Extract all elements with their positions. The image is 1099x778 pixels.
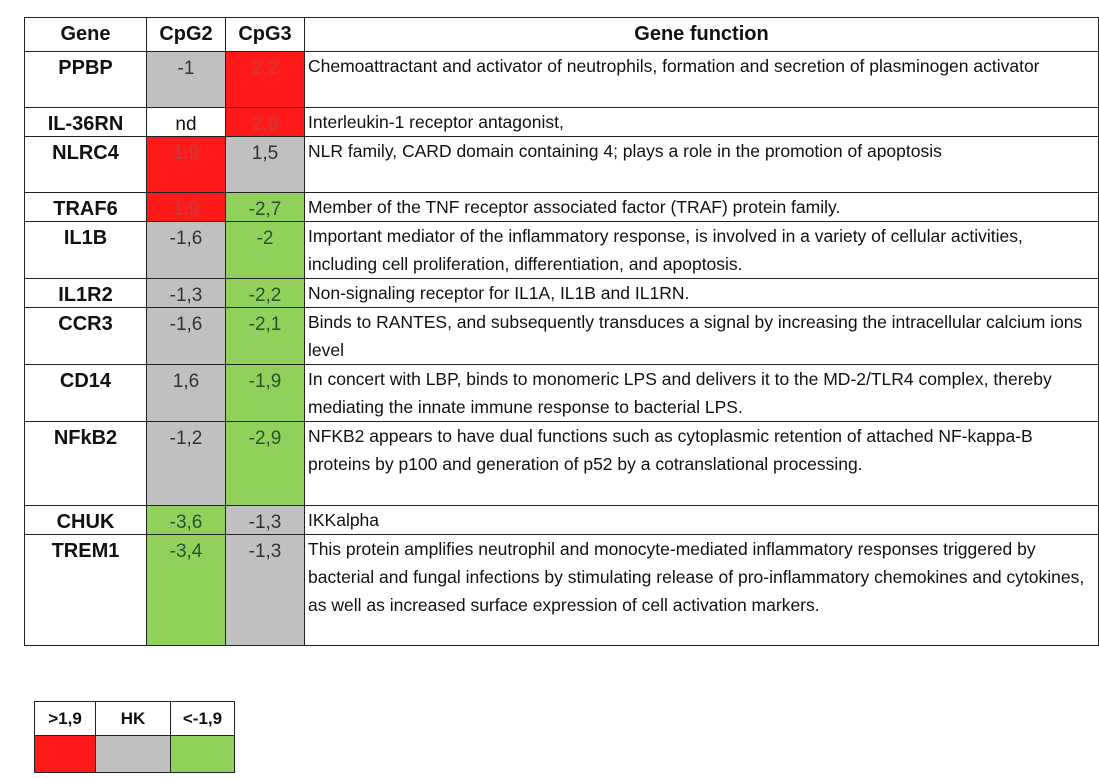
gene-name-cell: TRAF6 [24, 192, 147, 222]
cpg2-value-cell: 1,6 [146, 364, 226, 422]
cpg3-value-cell: 2,9 [225, 107, 305, 137]
gene-function-cell: This protein amplifies neutrophil and mo… [304, 534, 1099, 646]
gene-function-cell: In concert with LBP, binds to monomeric … [304, 364, 1099, 422]
gene-function-cell: NFKB2 appears to have dual functions suc… [304, 421, 1099, 506]
cpg2-value-cell: -3,4 [146, 534, 226, 646]
cpg3-value-cell: -2,2 [225, 278, 305, 308]
legend-label: <-1,9 [170, 701, 235, 736]
table-row: IL1B -1,6 -2 Important mediator of the infl… [24, 221, 1099, 279]
cpg2-value-cell: -1,2 [146, 421, 226, 506]
gene-name-cell: IL1B [24, 221, 147, 279]
gene-name-cell: IL1R2 [24, 278, 147, 308]
color-legend: >1,9 HK <-1,9 [34, 701, 235, 773]
cpg3-value-cell: 1,5 [225, 136, 305, 193]
gene-function-cell: Binds to RANTES, and subsequently transd… [304, 307, 1099, 365]
gene-function-cell: Chemoattractant and activator of neutrop… [304, 51, 1099, 108]
table-row: CHUK -3,6 -1,3 IKKalpha [24, 505, 1099, 535]
cpg2-value-cell: nd [146, 107, 226, 137]
gene-name-cell: IL-36RN [24, 107, 147, 137]
table-row: NLRC4 1,9 1,5 NLR family, CARD domain conta… [24, 136, 1099, 193]
cpg2-value-cell: -3,6 [146, 505, 226, 535]
header-cpg3: CpG3 [225, 17, 305, 52]
legend-swatch-gray [95, 735, 171, 773]
gene-table: Gene CpG2 CpG3 Gene function PPBP -1 2,2 Ch… [24, 17, 1099, 646]
table-row: IL1R2 -1,3 -2,2 Non-signaling receptor for … [24, 278, 1099, 308]
cpg2-value-cell: -1,6 [146, 221, 226, 279]
table-header-row: Gene CpG2 CpG3 Gene function [24, 17, 1099, 52]
gene-function-cell: IKKalpha [304, 505, 1099, 535]
table-body: PPBP -1 2,2 Chemoattractant and activator o… [24, 51, 1099, 646]
gene-function-cell: Non-signaling receptor for IL1A, IL1B an… [304, 278, 1099, 308]
legend-swatch-green [170, 735, 235, 773]
header-gene: Gene [24, 17, 147, 52]
cpg3-value-cell: -1,3 [225, 505, 305, 535]
table-row: TREM1 -3,4 -1,3 This protein amplifies neut… [24, 534, 1099, 646]
cpg2-value-cell: -1 [146, 51, 226, 108]
cpg2-value-cell: -1,6 [146, 307, 226, 365]
cpg3-value-cell: -2,1 [225, 307, 305, 365]
cpg3-value-cell: 2,2 [225, 51, 305, 108]
gene-function-cell: Member of the TNF receptor associated fa… [304, 192, 1099, 222]
gene-name-cell: CD14 [24, 364, 147, 422]
table-row: CCR3 -1,6 -2,1 Binds to RANTES, and subsequ… [24, 307, 1099, 365]
cpg3-value-cell: -2 [225, 221, 305, 279]
gene-name-cell: TREM1 [24, 534, 147, 646]
cpg2-value-cell: 1,9 [146, 136, 226, 193]
header-function: Gene function [304, 17, 1099, 52]
gene-name-cell: CHUK [24, 505, 147, 535]
cpg2-value-cell: -1,3 [146, 278, 226, 308]
gene-function-cell: Interleukin-1 receptor antagonist, [304, 107, 1099, 137]
table-row: NFkB2 -1,2 -2,9 NFKB2 appears to have dual … [24, 421, 1099, 506]
table-row: CD14 1,6 -1,9 In concert with LBP, binds to… [24, 364, 1099, 422]
gene-function-cell: NLR family, CARD domain containing 4; pl… [304, 136, 1099, 193]
header-cpg2: CpG2 [146, 17, 226, 52]
gene-name-cell: CCR3 [24, 307, 147, 365]
cpg3-value-cell: -2,9 [225, 421, 305, 506]
table-row: PPBP -1 2,2 Chemoattractant and activator o… [24, 51, 1099, 108]
table-row: TRAF6 1,9 -2,7 Member of the TNF receptor a… [24, 192, 1099, 222]
legend-label-row: >1,9 HK <-1,9 [34, 701, 235, 736]
legend-label: HK [95, 701, 171, 736]
gene-name-cell: NFkB2 [24, 421, 147, 506]
cpg2-value-cell: 1,9 [146, 192, 226, 222]
legend-swatch-row [34, 735, 235, 773]
legend-label: >1,9 [34, 701, 96, 736]
gene-function-cell: Important mediator of the inflammatory r… [304, 221, 1099, 279]
cpg3-value-cell: -1,3 [225, 534, 305, 646]
gene-name-cell: NLRC4 [24, 136, 147, 193]
cpg3-value-cell: -1,9 [225, 364, 305, 422]
cpg3-value-cell: -2,7 [225, 192, 305, 222]
gene-name-cell: PPBP [24, 51, 147, 108]
table-row: IL-36RN nd 2,9 Interleukin-1 receptor antag… [24, 107, 1099, 137]
legend-swatch-red [34, 735, 96, 773]
